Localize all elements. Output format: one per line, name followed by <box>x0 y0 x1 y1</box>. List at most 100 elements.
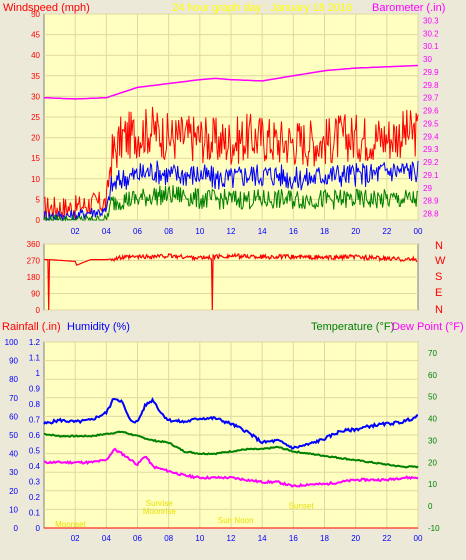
humidity-tick-label: 10 <box>9 505 18 514</box>
wind-tick-label: 20 <box>31 134 40 143</box>
barometer-tick-label: 29.2 <box>423 158 439 167</box>
hour-tick-label: 00 <box>414 534 423 543</box>
rainfall-tick-label: 0.9 <box>29 385 41 394</box>
hour-tick-label: 02 <box>71 227 80 236</box>
rainfall-tick-label: 0 <box>36 524 41 533</box>
wind-tick-label: 30 <box>31 92 40 101</box>
hour-tick-label: 18 <box>320 227 329 236</box>
temperature-tick-label: -10 <box>428 524 440 533</box>
hour-tick-label: 14 <box>258 534 267 543</box>
hour-tick-label: 02 <box>71 534 80 543</box>
wind-tick-label: 0 <box>36 216 41 225</box>
rainfall-tick-label: 1.2 <box>29 338 41 347</box>
barometer-tick-label: 29.8 <box>423 81 439 90</box>
direction-tick-label: 270 <box>27 257 41 266</box>
rainfall-tick-label: 1 <box>36 369 41 378</box>
humidity-line <box>43 397 419 450</box>
wind-tick-label: 40 <box>31 51 40 60</box>
barometer-tick-label: 29.6 <box>423 107 439 116</box>
barometer-tick-label: 29.7 <box>423 94 439 103</box>
rainfall-tick-label: 0.7 <box>29 416 41 425</box>
humidity-tick-label: 90 <box>9 357 18 366</box>
humidity-tick-label: 0 <box>14 524 19 533</box>
hour-tick-label: 04 <box>102 534 111 543</box>
hour-tick-label: 20 <box>351 534 360 543</box>
direction-letter-n-top: N <box>435 240 443 252</box>
direction-tick-label: 180 <box>27 273 41 282</box>
direction-letter-s: S <box>435 271 442 283</box>
wind-tick-label: 25 <box>31 113 40 122</box>
rainfall-tick-label: 1.1 <box>29 354 41 363</box>
astro-annotation: Moonrise <box>143 507 176 516</box>
rainfall-tick-label: 0.5 <box>29 447 41 456</box>
hour-tick-label: 18 <box>320 534 329 543</box>
direction-letter-e: E <box>435 287 442 299</box>
temperature-line <box>43 430 419 469</box>
wind-tick-label: 10 <box>31 175 40 184</box>
direction-tick-label: 360 <box>27 240 41 249</box>
graph-title: 24 hour graph day : January 18 2016 <box>172 2 352 14</box>
humidity-tick-label: 50 <box>9 431 18 440</box>
hour-tick-label: 04 <box>102 227 111 236</box>
barometer-tick-label: 29.4 <box>423 132 439 141</box>
humidity-tick-label: 70 <box>9 394 18 403</box>
rainfall-tick-label: 0.8 <box>29 400 41 409</box>
hour-tick-label: 20 <box>351 227 360 236</box>
barometer-tick-label: 29 <box>423 184 432 193</box>
hour-tick-label: 22 <box>382 534 391 543</box>
wind-tick-label: 45 <box>31 31 40 40</box>
temperature-tick-label: 0 <box>428 502 433 511</box>
hour-tick-label: 14 <box>258 227 267 236</box>
hour-tick-label: 06 <box>133 534 142 543</box>
dewpoint-line <box>43 447 419 488</box>
windspeed-axis-label: Windspeed (mph) <box>3 2 90 14</box>
hour-tick-label: 12 <box>227 227 236 236</box>
rainfall-tick-label: 0.6 <box>29 431 41 440</box>
humidity-tick-label: 40 <box>9 450 18 459</box>
humidity-tick-label: 20 <box>9 487 18 496</box>
humidity-tick-label: 80 <box>9 375 18 384</box>
barometer-tick-label: 29.3 <box>423 145 439 154</box>
temperature-axis-label: Temperature (°F) <box>311 321 394 333</box>
hour-tick-label: 10 <box>195 534 204 543</box>
hour-tick-label: 08 <box>164 534 173 543</box>
direction-tick-label: 0 <box>36 306 41 315</box>
wind-direction-line <box>44 252 418 311</box>
rainfall-tick-label: 0.4 <box>29 462 41 471</box>
rainfall-axis-label: Rainfall (.in) <box>2 321 61 333</box>
hour-tick-label: 06 <box>133 227 142 236</box>
barometer-tick-label: 30 <box>423 55 432 64</box>
humidity-tick-label: 100 <box>5 338 19 347</box>
hour-tick-label: 22 <box>382 227 391 236</box>
humidity-axis-label: Humidity (%) <box>67 321 130 333</box>
hour-tick-label: 08 <box>164 227 173 236</box>
rainfall-tick-label: 0.1 <box>29 509 41 518</box>
temperature-tick-label: 10 <box>428 480 437 489</box>
temperature-tick-label: 60 <box>428 371 437 380</box>
barometer-line <box>43 64 419 100</box>
humidity-tick-label: 30 <box>9 468 18 477</box>
temperature-tick-label: 50 <box>428 393 437 402</box>
wind-tick-label: 35 <box>31 72 40 81</box>
direction-tick-label: 90 <box>31 290 40 299</box>
hour-tick-label: 16 <box>289 227 298 236</box>
temperature-tick-label: 70 <box>428 349 437 358</box>
wind-tick-label: 15 <box>31 154 40 163</box>
wind-gust-line <box>43 106 419 220</box>
dewpoint-axis-label: Dew Point (°F) <box>392 321 464 333</box>
astro-annotation: Sunrise <box>146 499 174 508</box>
barometer-tick-label: 28.9 <box>423 197 439 206</box>
barometer-axis-label: Barometer (.in) <box>372 2 445 14</box>
hour-tick-label: 00 <box>414 227 423 236</box>
temperature-tick-label: 20 <box>428 458 437 467</box>
temperature-tick-label: 30 <box>428 436 437 445</box>
astro-annotation: Moonset <box>55 520 86 529</box>
wind-average-line <box>43 160 419 222</box>
barometer-tick-label: 30.3 <box>423 16 439 25</box>
barometer-tick-label: 30.1 <box>423 42 439 51</box>
barometer-tick-label: 28.8 <box>423 210 439 219</box>
astro-annotation: Sun Noon <box>218 516 254 525</box>
wind-tick-label: 50 <box>31 10 40 19</box>
barometer-tick-label: 29.1 <box>423 171 439 180</box>
